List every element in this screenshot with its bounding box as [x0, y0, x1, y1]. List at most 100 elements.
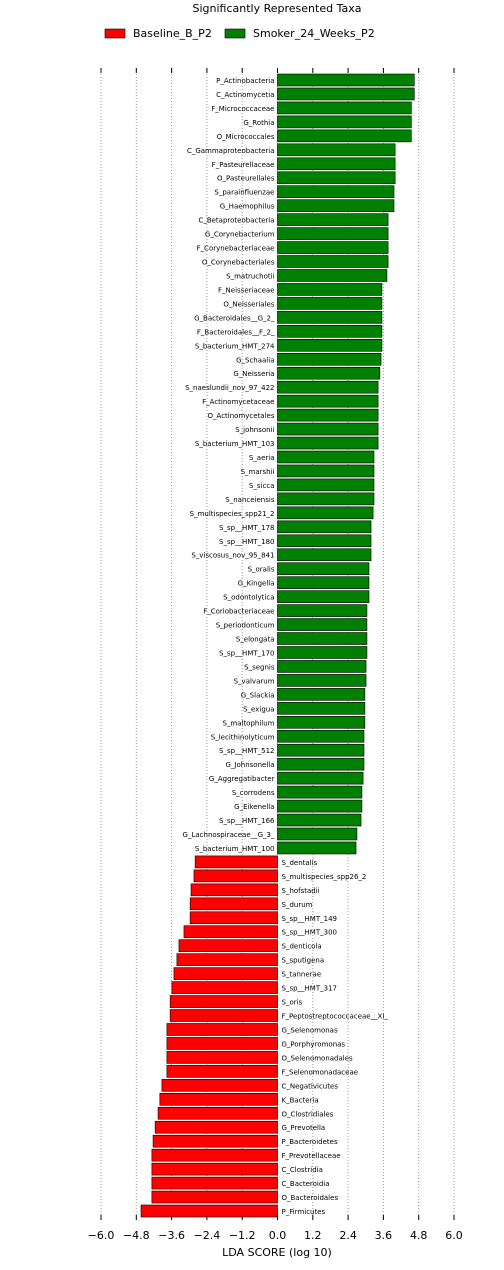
category-label: S_matruchotii: [226, 272, 274, 280]
category-label: G_Neisseria: [233, 370, 274, 378]
category-label: G_Corynebacterium: [205, 231, 275, 239]
category-label: F_Actinomycetaceae: [202, 398, 274, 406]
category-label: G_Slackia: [241, 691, 275, 699]
category-label: S_sp__HMT_180: [219, 538, 274, 546]
bar: [151, 1176, 278, 1190]
category-label: S_sicca: [249, 482, 275, 490]
bar: [277, 674, 367, 687]
category-label: S_multispecies_spp26_2: [282, 873, 367, 881]
category-label: S_corrodens: [232, 789, 275, 797]
bar: [277, 297, 383, 310]
bar: [277, 366, 381, 380]
category-label: S_parainfluenzae: [214, 189, 274, 197]
category-label: P_Bacteroidetes: [282, 1138, 338, 1146]
bar: [277, 450, 375, 464]
x-axis-label: LDA SCORE (log 10): [222, 1246, 332, 1259]
category-label: S_viscosus_nov_95_841: [191, 552, 274, 560]
bar: [277, 283, 383, 296]
bar: [166, 1023, 278, 1036]
bar: [277, 576, 370, 589]
bar: [169, 1009, 278, 1022]
bar: [154, 1120, 278, 1134]
category-label: S_sputigena: [282, 957, 325, 965]
category-label: O_Bacteroidales: [282, 1194, 339, 1202]
x-tick-label: −6.0: [88, 1229, 115, 1242]
bar: [178, 939, 278, 953]
category-label: G_Schaalia: [236, 356, 274, 364]
category-label: S_oris: [282, 999, 303, 1007]
bar: [277, 632, 368, 645]
x-tick-label: −2.4: [194, 1229, 221, 1242]
category-label: O_Pasteurellales: [217, 175, 275, 183]
bar: [193, 869, 278, 883]
bar: [166, 1037, 278, 1050]
category-label: S_sp__HMT_178: [219, 524, 274, 532]
category-label: S_lecithinolyticum: [211, 733, 275, 741]
category-label: S_oralis: [248, 566, 275, 574]
category-label: S_bacterium_HMT_103: [195, 440, 275, 448]
category-label: O_Selenomonadales: [282, 1054, 354, 1062]
category-label: F_Micrococcaceae: [211, 105, 274, 113]
bar: [277, 143, 396, 157]
category-label: G_Johnsonella: [226, 761, 275, 769]
bar: [277, 813, 362, 827]
category-label: P_Firmicutes: [282, 1208, 326, 1216]
bar: [277, 213, 389, 226]
category-label: S_nanceiensis: [225, 496, 275, 504]
bar: [151, 1162, 278, 1176]
category-label: S_aeria: [249, 454, 275, 462]
x-tick-label: −3.6: [158, 1229, 185, 1242]
bar: [166, 1051, 278, 1064]
bar: [277, 715, 366, 729]
category-label: K_Bacteria: [282, 1096, 319, 1104]
bar: [277, 562, 370, 576]
category-label: F_Neisseriaceae: [218, 286, 274, 294]
chart-title: Significantly Represented Taxa: [193, 2, 362, 15]
category-label: S_dentalis: [282, 859, 318, 867]
category-label: F_Corynebacteriaceae: [197, 245, 275, 253]
bar: [176, 953, 278, 966]
category-label: S_segnis: [244, 663, 275, 671]
bar: [277, 185, 395, 199]
bar: [277, 311, 383, 324]
category-label: F_Selenomonadaceae: [282, 1068, 359, 1076]
category-label: G_Prevotella: [282, 1124, 326, 1132]
bar: [277, 506, 374, 520]
category-label: S_naeslundii_nov_97_422: [185, 384, 274, 392]
category-label: S_denticola: [282, 943, 322, 951]
bar: [277, 157, 396, 171]
category-label: S_sp__HMT_512: [219, 747, 274, 755]
bar: [277, 269, 388, 282]
bar: [277, 115, 412, 129]
category-label: P_Actinobacteria: [216, 77, 274, 85]
bar: [277, 827, 358, 841]
category-label: O_Neisseriales: [223, 300, 274, 308]
category-label: G_Haemophilus: [220, 203, 275, 211]
category-label: S_maltophilum: [222, 719, 274, 727]
category-label: G_Eikenella: [234, 803, 274, 811]
bar: [277, 241, 389, 254]
category-label: F_Prevotellaceae: [282, 1152, 341, 1160]
bar: [151, 1190, 278, 1204]
category-label: O_Actinomycetales: [208, 412, 275, 420]
bar: [277, 590, 370, 603]
bar: [277, 325, 383, 338]
bar: [277, 534, 372, 548]
category-label: S_marshii: [241, 468, 275, 476]
category-label: F_Bacteroidales__F_2_: [197, 328, 275, 336]
bar: [161, 1079, 278, 1092]
category-label: C_Betaproteobacteria: [198, 217, 274, 225]
legend-swatch: [104, 28, 126, 39]
category-label: S_tannerae: [282, 971, 322, 979]
category-label: S_bacterium_HMT_274: [195, 342, 275, 350]
bar: [183, 925, 278, 939]
legend-swatch: [224, 28, 246, 39]
category-label: G_Selenomonas: [282, 1026, 338, 1034]
category-label: S_durum: [282, 901, 313, 909]
bar: [277, 338, 383, 352]
bar: [277, 618, 368, 631]
x-tick-label: 1.2: [304, 1229, 322, 1242]
category-label: O_Micrococcales: [217, 133, 275, 141]
bar: [277, 799, 363, 813]
